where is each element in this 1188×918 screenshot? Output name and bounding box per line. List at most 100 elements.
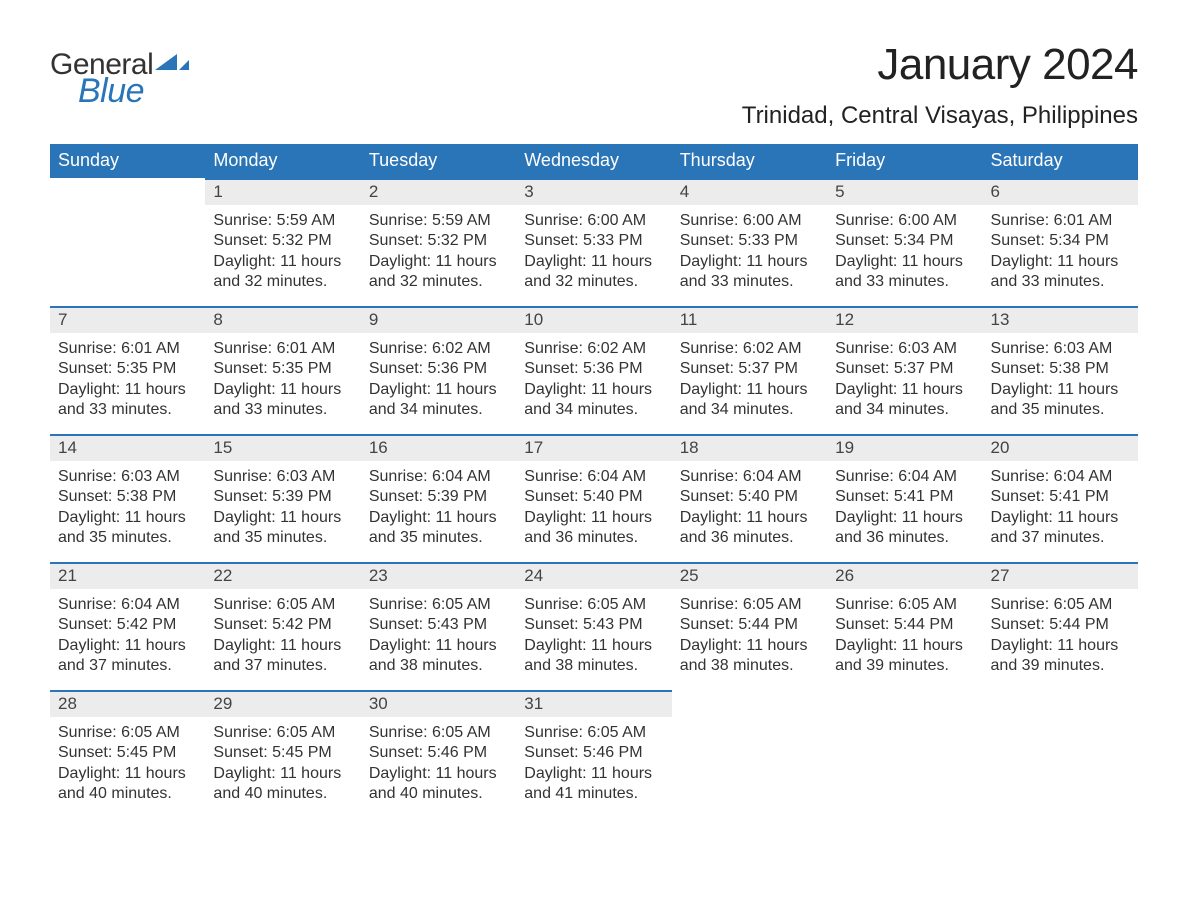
calendar-grid: Sunday Monday Tuesday Wednesday Thursday…	[50, 144, 1138, 818]
sunrise-text: Sunrise: 6:05 AM	[369, 723, 508, 743]
daylight-text: Daylight: 11 hours and 34 minutes.	[524, 380, 663, 421]
sunrise-text: Sunrise: 6:01 AM	[213, 339, 352, 359]
day-body: Sunrise: 6:04 AMSunset: 5:42 PMDaylight:…	[50, 589, 205, 677]
day-body: Sunrise: 6:02 AMSunset: 5:37 PMDaylight:…	[672, 333, 827, 421]
day-number: 12	[827, 306, 982, 333]
day-cell: 6Sunrise: 6:01 AMSunset: 5:34 PMDaylight…	[983, 178, 1138, 306]
day-body: Sunrise: 6:05 AMSunset: 5:44 PMDaylight:…	[672, 589, 827, 677]
day-body: Sunrise: 6:02 AMSunset: 5:36 PMDaylight:…	[361, 333, 516, 421]
daylight-text: Daylight: 11 hours and 37 minutes.	[991, 508, 1130, 549]
day-cell: 13Sunrise: 6:03 AMSunset: 5:38 PMDayligh…	[983, 306, 1138, 434]
day-body	[827, 715, 982, 721]
daylight-text: Daylight: 11 hours and 40 minutes.	[213, 764, 352, 805]
sunset-text: Sunset: 5:39 PM	[213, 487, 352, 507]
sunset-text: Sunset: 5:41 PM	[991, 487, 1130, 507]
sunrise-text: Sunrise: 6:05 AM	[524, 595, 663, 615]
day-cell: 17Sunrise: 6:04 AMSunset: 5:40 PMDayligh…	[516, 434, 671, 562]
sunset-text: Sunset: 5:45 PM	[58, 743, 197, 763]
daylight-text: Daylight: 11 hours and 35 minutes.	[58, 508, 197, 549]
sunrise-text: Sunrise: 6:02 AM	[369, 339, 508, 359]
day-cell: 18Sunrise: 6:04 AMSunset: 5:40 PMDayligh…	[672, 434, 827, 562]
day-body: Sunrise: 6:04 AMSunset: 5:41 PMDaylight:…	[827, 461, 982, 549]
day-body: Sunrise: 6:04 AMSunset: 5:40 PMDaylight:…	[516, 461, 671, 549]
week-row: 14Sunrise: 6:03 AMSunset: 5:38 PMDayligh…	[50, 434, 1138, 562]
day-number: 13	[983, 306, 1138, 333]
day-number: 26	[827, 562, 982, 589]
sunrise-text: Sunrise: 6:02 AM	[524, 339, 663, 359]
sunset-text: Sunset: 5:35 PM	[58, 359, 197, 379]
day-body: Sunrise: 6:00 AMSunset: 5:34 PMDaylight:…	[827, 205, 982, 293]
sunset-text: Sunset: 5:33 PM	[680, 231, 819, 251]
day-cell: 5Sunrise: 6:00 AMSunset: 5:34 PMDaylight…	[827, 178, 982, 306]
daylight-text: Daylight: 11 hours and 40 minutes.	[369, 764, 508, 805]
sunset-text: Sunset: 5:44 PM	[680, 615, 819, 635]
day-number	[50, 178, 205, 203]
day-number: 23	[361, 562, 516, 589]
week-row: 28Sunrise: 6:05 AMSunset: 5:45 PMDayligh…	[50, 690, 1138, 818]
sunrise-text: Sunrise: 6:05 AM	[680, 595, 819, 615]
sunrise-text: Sunrise: 5:59 AM	[213, 211, 352, 231]
sunset-text: Sunset: 5:40 PM	[680, 487, 819, 507]
day-cell: 28Sunrise: 6:05 AMSunset: 5:45 PMDayligh…	[50, 690, 205, 818]
daylight-text: Daylight: 11 hours and 32 minutes.	[213, 252, 352, 293]
day-body	[983, 715, 1138, 721]
day-number	[672, 690, 827, 715]
day-cell: 15Sunrise: 6:03 AMSunset: 5:39 PMDayligh…	[205, 434, 360, 562]
day-cell: 23Sunrise: 6:05 AMSunset: 5:43 PMDayligh…	[361, 562, 516, 690]
day-number: 29	[205, 690, 360, 717]
weekday-header: Tuesday	[361, 144, 516, 178]
day-cell: 4Sunrise: 6:00 AMSunset: 5:33 PMDaylight…	[672, 178, 827, 306]
sunrise-text: Sunrise: 6:00 AM	[680, 211, 819, 231]
calendar-page: General Blue January 2024 Trinidad, Cent…	[0, 0, 1188, 858]
day-body: Sunrise: 6:01 AMSunset: 5:35 PMDaylight:…	[50, 333, 205, 421]
sunrise-text: Sunrise: 6:03 AM	[58, 467, 197, 487]
daylight-text: Daylight: 11 hours and 35 minutes.	[991, 380, 1130, 421]
day-number: 31	[516, 690, 671, 717]
sunset-text: Sunset: 5:42 PM	[213, 615, 352, 635]
sunset-text: Sunset: 5:46 PM	[524, 743, 663, 763]
sunrise-text: Sunrise: 6:05 AM	[58, 723, 197, 743]
sunrise-text: Sunrise: 6:05 AM	[835, 595, 974, 615]
page-header: General Blue January 2024 Trinidad, Cent…	[50, 40, 1138, 130]
day-number: 24	[516, 562, 671, 589]
day-cell: 30Sunrise: 6:05 AMSunset: 5:46 PMDayligh…	[361, 690, 516, 818]
sunrise-text: Sunrise: 6:05 AM	[213, 723, 352, 743]
day-number: 9	[361, 306, 516, 333]
day-number: 14	[50, 434, 205, 461]
day-cell: 20Sunrise: 6:04 AMSunset: 5:41 PMDayligh…	[983, 434, 1138, 562]
day-cell: 11Sunrise: 6:02 AMSunset: 5:37 PMDayligh…	[672, 306, 827, 434]
day-cell: 25Sunrise: 6:05 AMSunset: 5:44 PMDayligh…	[672, 562, 827, 690]
day-cell: 22Sunrise: 6:05 AMSunset: 5:42 PMDayligh…	[205, 562, 360, 690]
daylight-text: Daylight: 11 hours and 36 minutes.	[524, 508, 663, 549]
day-cell: 29Sunrise: 6:05 AMSunset: 5:45 PMDayligh…	[205, 690, 360, 818]
day-cell: 14Sunrise: 6:03 AMSunset: 5:38 PMDayligh…	[50, 434, 205, 562]
day-number: 1	[205, 178, 360, 205]
sunrise-text: Sunrise: 6:04 AM	[680, 467, 819, 487]
day-body: Sunrise: 6:01 AMSunset: 5:35 PMDaylight:…	[205, 333, 360, 421]
week-row: 21Sunrise: 6:04 AMSunset: 5:42 PMDayligh…	[50, 562, 1138, 690]
day-body: Sunrise: 6:04 AMSunset: 5:39 PMDaylight:…	[361, 461, 516, 549]
sunset-text: Sunset: 5:46 PM	[369, 743, 508, 763]
daylight-text: Daylight: 11 hours and 36 minutes.	[680, 508, 819, 549]
sunset-text: Sunset: 5:38 PM	[58, 487, 197, 507]
day-body: Sunrise: 6:05 AMSunset: 5:45 PMDaylight:…	[50, 717, 205, 805]
sunset-text: Sunset: 5:34 PM	[835, 231, 974, 251]
day-body: Sunrise: 6:05 AMSunset: 5:44 PMDaylight:…	[827, 589, 982, 677]
day-number: 19	[827, 434, 982, 461]
day-number: 22	[205, 562, 360, 589]
day-cell	[983, 690, 1138, 818]
day-number: 2	[361, 178, 516, 205]
day-cell: 7Sunrise: 6:01 AMSunset: 5:35 PMDaylight…	[50, 306, 205, 434]
daylight-text: Daylight: 11 hours and 34 minutes.	[680, 380, 819, 421]
sunset-text: Sunset: 5:41 PM	[835, 487, 974, 507]
weekday-header-row: Sunday Monday Tuesday Wednesday Thursday…	[50, 144, 1138, 178]
day-body: Sunrise: 6:05 AMSunset: 5:43 PMDaylight:…	[516, 589, 671, 677]
sunset-text: Sunset: 5:36 PM	[369, 359, 508, 379]
day-body: Sunrise: 6:04 AMSunset: 5:41 PMDaylight:…	[983, 461, 1138, 549]
day-body: Sunrise: 6:03 AMSunset: 5:38 PMDaylight:…	[50, 461, 205, 549]
sunset-text: Sunset: 5:42 PM	[58, 615, 197, 635]
day-cell: 10Sunrise: 6:02 AMSunset: 5:36 PMDayligh…	[516, 306, 671, 434]
logo-word2: Blue	[78, 74, 189, 108]
day-number: 6	[983, 178, 1138, 205]
week-row: 1Sunrise: 5:59 AMSunset: 5:32 PMDaylight…	[50, 178, 1138, 306]
